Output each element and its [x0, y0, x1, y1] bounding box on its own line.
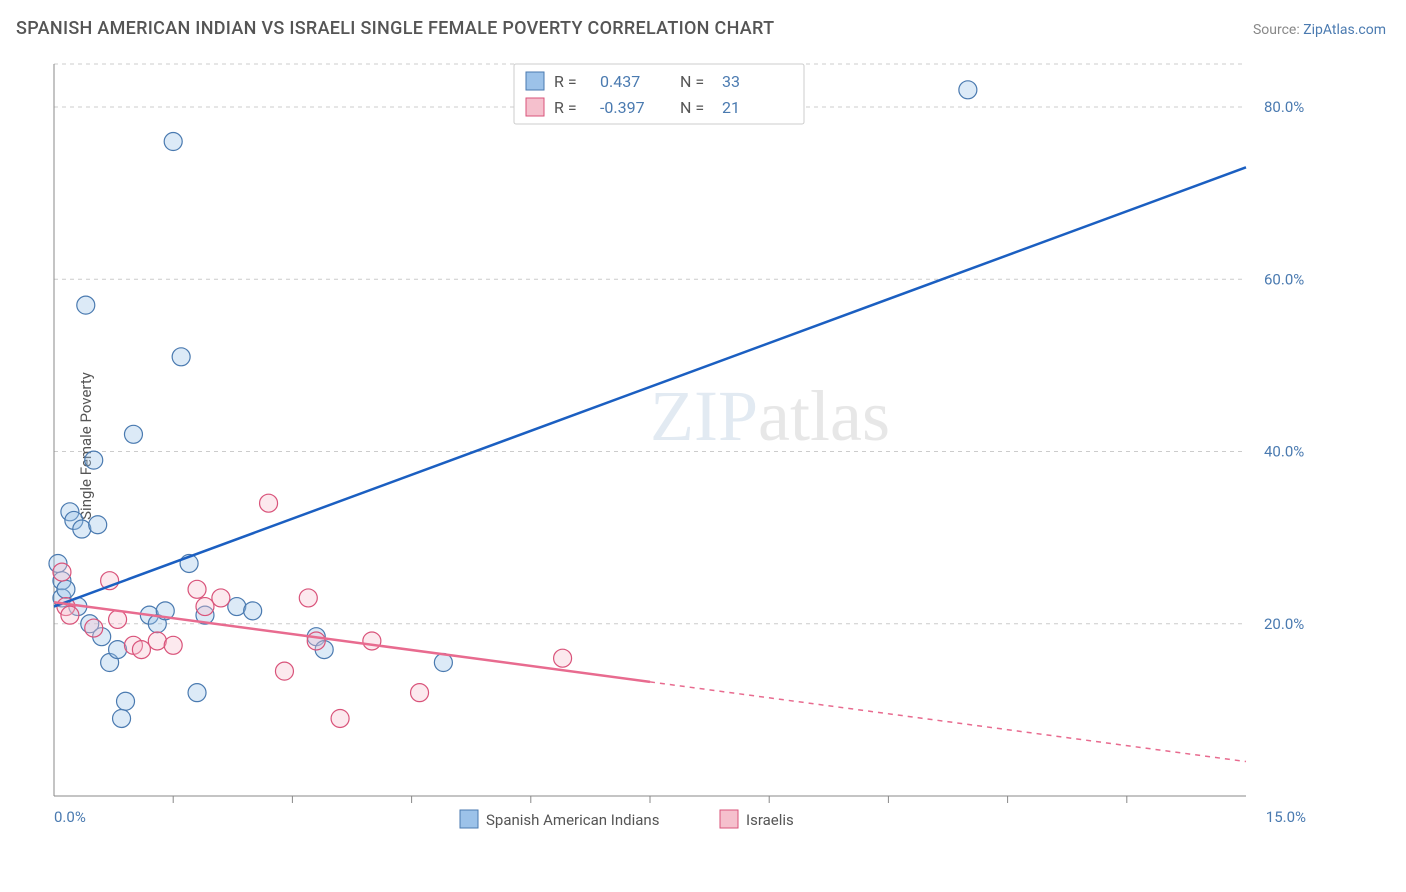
legend-swatch [720, 810, 738, 828]
scatter-point [124, 425, 142, 443]
scatter-point [113, 709, 131, 727]
chart-title: SPANISH AMERICAN INDIAN VS ISRAELI SINGL… [16, 18, 774, 39]
legend-r-value: 0.437 [600, 72, 640, 91]
y-tick-label: 60.0% [1264, 270, 1304, 288]
y-tick-label: 80.0% [1264, 98, 1304, 116]
scatter-point [148, 632, 166, 650]
scatter-point [959, 81, 977, 99]
trend-line-dashed [650, 682, 1246, 762]
scatter-point [299, 589, 317, 607]
scatter-point [117, 692, 135, 710]
scatter-point [228, 598, 246, 616]
legend-n-label: N = [680, 72, 704, 91]
legend-series-label: Israelis [746, 811, 794, 829]
legend-r-value: -0.397 [600, 98, 645, 117]
scatter-point [85, 619, 103, 637]
legend-n-value: 33 [722, 72, 740, 91]
watermark: ZIPatlas [650, 376, 890, 456]
scatter-point [164, 636, 182, 654]
legend-r-label: R = [554, 72, 577, 91]
scatter-point [244, 602, 262, 620]
scatter-chart-svg: 20.0% 40.0% 60.0% 80.0% 0.0% 15.0% ZIPatlas R =… [50, 60, 1316, 832]
series-legend: Spanish American Indians Israelis [460, 810, 794, 829]
legend-n-label: N = [680, 98, 704, 117]
y-tick-label: 20.0% [1264, 615, 1304, 633]
scatter-point [212, 589, 230, 607]
correlation-legend: R = 0.437 N = 33 R = -0.397 N = 21 [514, 64, 804, 124]
scatter-point [331, 709, 349, 727]
legend-n-value: 21 [722, 98, 740, 117]
scatter-point [307, 632, 325, 650]
scatter-point [411, 684, 429, 702]
scatter-point [363, 632, 381, 650]
scatter-point [554, 649, 572, 667]
chart-plot-area: 20.0% 40.0% 60.0% 80.0% 0.0% 15.0% ZIPatlas R =… [50, 60, 1316, 832]
scatter-point [73, 520, 91, 538]
legend-swatch [460, 810, 478, 828]
scatter-point [164, 133, 182, 151]
scatter-point [89, 516, 107, 534]
trend-line-solid [54, 167, 1246, 606]
scatter-point [57, 580, 75, 598]
scatter-point [196, 598, 214, 616]
source-prefix: Source: [1253, 22, 1303, 38]
scatter-point [109, 610, 127, 628]
scatter-point [109, 641, 127, 659]
scatter-point [61, 606, 79, 624]
x-tick-label: 0.0% [54, 808, 86, 826]
scatter-point [85, 451, 103, 469]
header: SPANISH AMERICAN INDIAN VS ISRAELI SINGL… [16, 18, 1386, 39]
scatter-point [260, 494, 278, 512]
legend-swatch [526, 98, 544, 116]
scatter-point [53, 563, 71, 581]
source-link[interactable]: ZipAtlas.com [1303, 22, 1386, 38]
scatter-point [132, 641, 150, 659]
x-tick-label: 15.0% [1266, 808, 1306, 826]
legend-r-label: R = [554, 98, 577, 117]
legend-swatch [526, 72, 544, 90]
source-attribution: Source: ZipAtlas.com [1253, 22, 1386, 38]
scatter-point [188, 580, 206, 598]
scatter-point [275, 662, 293, 680]
scatter-point [188, 684, 206, 702]
legend-series-label: Spanish American Indians [486, 811, 659, 829]
y-tick-label: 40.0% [1264, 443, 1304, 461]
scatter-point [77, 296, 95, 314]
scatter-point [172, 348, 190, 366]
